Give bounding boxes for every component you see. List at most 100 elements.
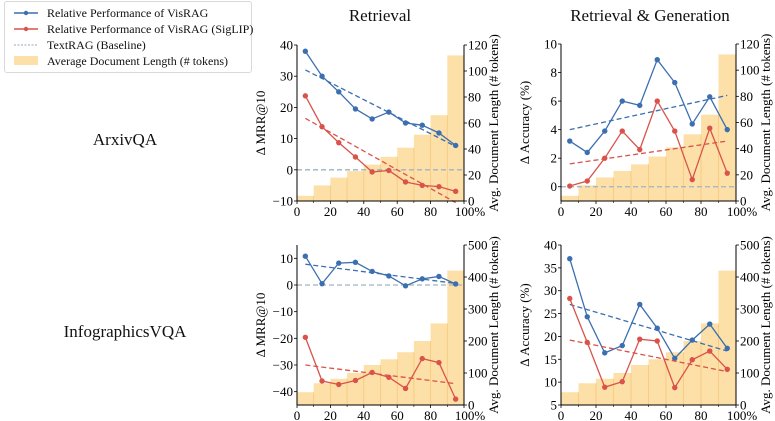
doc-length-bar (297, 392, 314, 405)
visrag-point (436, 273, 442, 280)
siglip-line (304, 95, 456, 192)
y2-tick-label: 400 (740, 270, 760, 285)
legend-swatch-baseline (14, 44, 38, 46)
y2-axis-label: Avg. Document Length (# tokens) (486, 236, 501, 414)
x-tick-label: 100% (727, 408, 758, 421)
column-title-retrieval: Retrieval (348, 6, 412, 25)
y-tick-label: −10 (273, 194, 293, 209)
y2-tick-label: 40 (468, 142, 481, 157)
visrag-point (724, 126, 730, 133)
x-tick-label: 80 (424, 204, 437, 219)
siglip-point (352, 154, 359, 160)
x-tick-label: 80 (695, 204, 708, 219)
y2-tick-label: 0 (468, 398, 475, 413)
siglip-point (302, 334, 309, 340)
visrag-point (654, 325, 660, 331)
visrag-point (386, 109, 392, 115)
x-tick-label: 0 (558, 408, 565, 421)
visrag-point (452, 142, 459, 149)
y2-tick-label: 20 (740, 167, 753, 182)
y-tick-label: 40 (544, 238, 557, 253)
doc-length-bar (613, 170, 631, 201)
y-tick-label: 0 (287, 162, 294, 177)
x-tick-label: 40 (625, 204, 638, 219)
y2-tick-label: 120 (468, 38, 488, 53)
siglip-point (672, 384, 678, 391)
y2-tick-label: 100 (740, 366, 760, 381)
siglip-point (452, 396, 459, 402)
visrag-point (436, 130, 442, 136)
x-tick-label: 20 (590, 204, 603, 219)
visrag-point (724, 345, 730, 352)
visrag-trend-line (569, 303, 728, 352)
visrag-trend-line (569, 94, 728, 131)
x-tick-label: 0 (294, 204, 301, 219)
visrag-point (302, 48, 309, 54)
x-tick-label: 100% (455, 204, 486, 219)
doc-length-bar (596, 378, 614, 405)
y-tick-label: 2 (551, 151, 558, 166)
siglip-point (724, 170, 730, 176)
legend-swatch-siglip (14, 26, 38, 32)
doc-length-bar (297, 195, 314, 201)
doc-length-bar (397, 352, 414, 405)
siglip-point (402, 385, 409, 392)
y2-tick-label: 0 (740, 398, 747, 413)
siglip-line (569, 298, 728, 390)
y-tick-label: 4 (551, 122, 558, 137)
doc-length-bar (447, 55, 464, 202)
y2-tick-label: 100 (740, 63, 760, 78)
siglip-point (452, 188, 459, 195)
doc-length-bar (683, 134, 701, 201)
siglip-point (707, 348, 713, 354)
visrag-point (707, 94, 713, 100)
legend-label: Average Document Length (# tokens) (47, 54, 229, 68)
y-tick-label: −20 (273, 331, 293, 346)
y-tick-label: 8 (551, 65, 558, 80)
visrag-point (707, 321, 713, 327)
siglip-point (436, 183, 442, 190)
y-tick-label: 15 (544, 352, 557, 367)
doc-length-bar (447, 270, 464, 405)
doc-length-bar (330, 378, 348, 405)
y-axis-label: Δ Accuracy (%) (517, 283, 532, 366)
visrag-point (402, 283, 409, 289)
doc-length-bar (666, 352, 684, 405)
siglip-point (689, 176, 695, 183)
x-tick-label: 80 (424, 408, 437, 421)
y2-tick-label: 0 (740, 194, 747, 209)
doc-length-bar (596, 177, 614, 201)
visrag-point (584, 314, 590, 320)
y-tick-label: 10 (544, 375, 557, 390)
y2-tick-label: 500 (740, 238, 760, 253)
siglip-point (352, 377, 359, 384)
y-tick-label: −30 (273, 358, 293, 373)
doc-length-bar (313, 185, 331, 201)
visrag-point (567, 256, 573, 262)
visrag-point (567, 138, 573, 144)
siglip-point (654, 338, 660, 344)
y-tick-label: 5 (551, 398, 558, 413)
y-axis-label: Δ MRR@10 (253, 91, 268, 156)
y2-tick-label: 300 (740, 302, 760, 317)
siglip-point (336, 381, 342, 388)
y-axis-label: Δ MRR@10 (253, 293, 268, 358)
x-tick-label: 0 (558, 204, 565, 219)
subplot-3: 0 20 40 60 80 100%510152025303540010020030040… (517, 236, 773, 421)
y2-tick-label: 200 (468, 334, 488, 349)
y-axis-label: Δ Accuracy (%) (517, 81, 532, 164)
visrag-trend-line (305, 69, 456, 147)
doc-length-bar (561, 392, 579, 405)
doc-length-bar (613, 373, 631, 405)
x-tick-label: 60 (660, 204, 673, 219)
y-tick-label: 35 (544, 260, 557, 275)
y-tick-label: 6 (551, 94, 558, 109)
siglip-point (567, 183, 573, 189)
siglip-line (304, 337, 457, 400)
x-tick-label: 40 (357, 408, 370, 421)
doc-length-bar (701, 114, 719, 201)
y-tick-label: 20 (544, 329, 557, 344)
x-tick-label: 40 (625, 408, 638, 421)
y2-tick-label: 200 (740, 334, 760, 349)
siglip-point (707, 125, 713, 131)
